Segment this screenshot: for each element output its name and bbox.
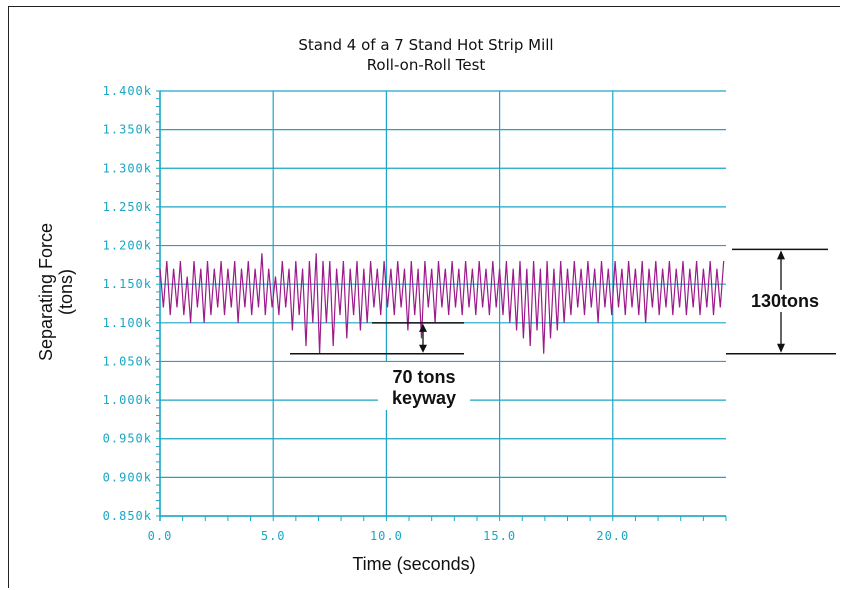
y-tick-label: 0.850k [103, 509, 152, 523]
arrow-head-up-icon [777, 250, 785, 260]
y-tick-labels: 1.400k 1.350k 1.300k 1.250k 1.200k 1.150k 1.10… [103, 84, 152, 523]
annotation-keyway-label-line1: 70 tons [392, 367, 455, 387]
x-tick-label: 15.0 [483, 529, 516, 543]
y-tick-label: 1.350k [103, 123, 152, 137]
chart-frame [8, 6, 840, 588]
y-axis-label-line2: (tons) [56, 269, 76, 315]
y-tick-label: 1.150k [103, 277, 152, 291]
x-tick-label: 0.0 [148, 529, 173, 543]
y-tick-label: 0.900k [103, 470, 152, 484]
chart-title: Stand 4 of a 7 Stand Hot Strip Mill [298, 36, 553, 54]
x-tick-labels: 0.0 5.0 10.0 15.0 20.0 [148, 529, 629, 543]
annotation-keyway-label-bg [378, 362, 470, 410]
y-tick-label: 1.050k [103, 354, 152, 368]
series-layer [159, 253, 725, 354]
y-tick-label: 1.200k [103, 239, 152, 253]
x-tick-label: 10.0 [370, 529, 403, 543]
arrow-head-up-icon [419, 323, 427, 332]
y-tick-label: 0.950k [103, 432, 152, 446]
annotation-130tons-label: 130tons [751, 291, 819, 311]
annotation-keyway-label-line2: keyway [392, 388, 456, 408]
chart-subtitle: Roll-on-Roll Test [367, 56, 486, 74]
y-tick-label: 1.300k [103, 161, 152, 175]
y-tick-label: 1.400k [103, 84, 152, 98]
y-axis-label-line1: Separating Force [36, 223, 56, 361]
y-tick-label: 1.250k [103, 200, 152, 214]
y-tick-label: 1.000k [103, 393, 152, 407]
y-tick-label: 1.100k [103, 316, 152, 330]
arrow-head-down-icon [419, 344, 427, 353]
series-line [159, 253, 725, 354]
arrow-head-down-icon [777, 343, 785, 353]
x-axis-label: Time (seconds) [352, 554, 475, 574]
x-tick-label: 5.0 [261, 529, 286, 543]
x-tick-label: 20.0 [596, 529, 629, 543]
axes [156, 90, 727, 521]
